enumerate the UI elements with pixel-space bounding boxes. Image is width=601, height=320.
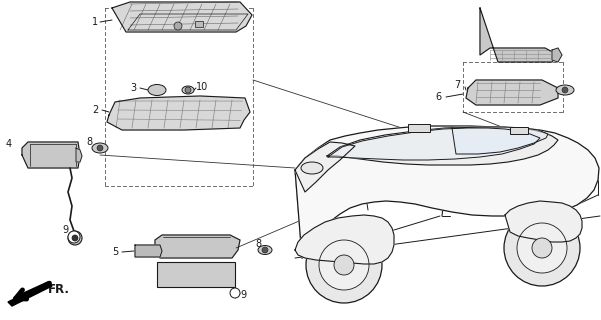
Circle shape (532, 238, 552, 258)
Polygon shape (466, 80, 558, 105)
Bar (195, 21, 203, 27)
Circle shape (562, 87, 568, 93)
Bar (510, 127, 528, 134)
Polygon shape (8, 282, 52, 306)
Polygon shape (295, 142, 355, 192)
Circle shape (174, 22, 182, 30)
Polygon shape (328, 128, 540, 160)
Circle shape (97, 145, 103, 151)
Text: 9: 9 (62, 225, 68, 235)
Polygon shape (552, 48, 562, 62)
Polygon shape (295, 126, 599, 258)
Ellipse shape (258, 245, 272, 254)
Bar (157, 262, 235, 287)
Polygon shape (155, 235, 240, 258)
Circle shape (68, 231, 82, 245)
Ellipse shape (92, 143, 108, 153)
Ellipse shape (148, 84, 166, 95)
Text: 4: 4 (6, 139, 12, 149)
Circle shape (72, 235, 78, 241)
Polygon shape (135, 245, 162, 257)
Text: 6: 6 (435, 92, 441, 102)
Text: 8: 8 (86, 137, 92, 147)
Circle shape (517, 223, 567, 273)
Polygon shape (107, 96, 250, 130)
Text: 2: 2 (92, 105, 98, 115)
Polygon shape (112, 2, 252, 32)
Circle shape (306, 227, 382, 303)
Text: 9: 9 (240, 290, 246, 300)
Circle shape (504, 210, 580, 286)
Text: 8: 8 (255, 239, 261, 249)
Polygon shape (480, 8, 558, 62)
Circle shape (185, 87, 191, 93)
Polygon shape (295, 215, 394, 264)
Polygon shape (505, 201, 582, 242)
Polygon shape (22, 142, 80, 168)
Circle shape (68, 231, 80, 243)
Polygon shape (76, 148, 82, 162)
Text: 7: 7 (454, 80, 460, 90)
Text: 3: 3 (130, 83, 136, 93)
Text: FR.: FR. (48, 283, 70, 296)
Polygon shape (327, 127, 558, 165)
Bar (408, 124, 430, 132)
Circle shape (334, 255, 354, 275)
Circle shape (262, 247, 268, 253)
Circle shape (230, 288, 240, 298)
Text: 5: 5 (112, 247, 118, 257)
Ellipse shape (182, 86, 194, 94)
Text: 10: 10 (196, 82, 209, 92)
Ellipse shape (301, 162, 323, 174)
Circle shape (319, 240, 369, 290)
Ellipse shape (556, 85, 574, 95)
Polygon shape (452, 127, 548, 154)
Text: 1: 1 (92, 17, 98, 27)
